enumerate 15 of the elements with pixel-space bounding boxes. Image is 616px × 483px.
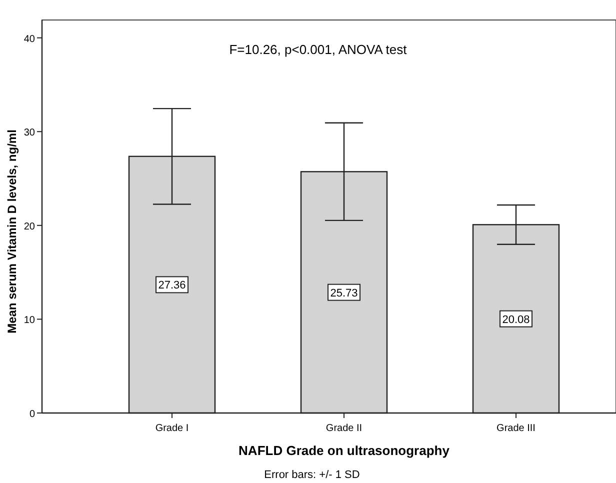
y-tick-label: 30: [24, 128, 36, 139]
x-tick-label: Grade I: [155, 423, 189, 434]
data-label: 20.08: [502, 314, 530, 326]
y-tick-label: 10: [24, 315, 36, 326]
y-tick-label: 0: [29, 409, 36, 420]
y-axis-title: Mean serum Vitamin D levels, ng/ml: [5, 130, 19, 334]
y-tick-label: 40: [24, 34, 36, 45]
text: Error bars: +/- 1 SD: [264, 469, 360, 481]
x-axis-title: NAFLD Grade on ultrasonography: [238, 443, 450, 458]
x-tick-label: Grade III: [496, 423, 536, 434]
annotation: F=10.26, p<0.001, ANOVA test: [229, 42, 408, 57]
data-label: 27.36: [158, 280, 186, 292]
x-tick-label: Grade II: [326, 423, 362, 434]
data-label: 25.73: [330, 287, 358, 300]
y-tick-label: 20: [24, 221, 36, 232]
